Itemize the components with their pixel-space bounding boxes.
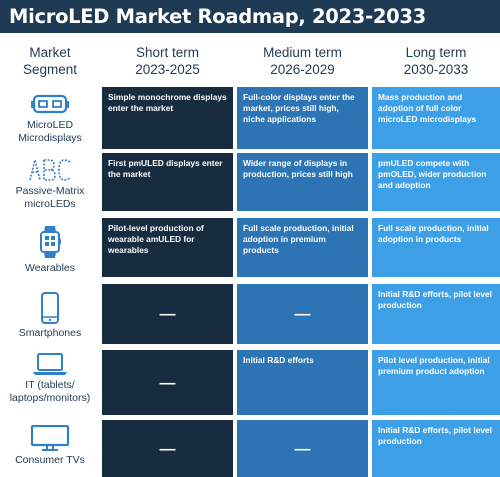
column-header-short-term-line2: 2023-2025 <box>135 62 200 77</box>
cell-consumer-tvs-short-term: — <box>102 420 233 477</box>
row-label-consumer-tvs: Consumer TVs <box>0 425 100 467</box>
column-header-medium-term: Medium term 2026-2029 <box>237 44 368 84</box>
cell-passive-matrix-medium-term: Wider range of displays in production, p… <box>237 153 368 211</box>
tv-icon <box>30 425 70 451</box>
row-label-passive-matrix: Passive-Matrix microLEDs <box>0 158 100 211</box>
smartphone-icon <box>41 292 59 324</box>
page-title: MicroLED Market Roadmap, 2023-2033 <box>0 0 500 33</box>
cell-wearables-short-term: Pilot-level production of wearable amULE… <box>102 218 233 277</box>
cell-smartphones-long-term: Initial R&D efforts, pilot level product… <box>372 284 500 344</box>
cell-microdisplays-long-term: Mass production and adoption of full col… <box>372 87 500 149</box>
cell-smartphones-short-term: — <box>102 284 233 344</box>
row-label-text: Passive-Matrix microLEDs <box>15 185 85 210</box>
cell-microdisplays-short-term: Simple monochrome displays enter the mar… <box>102 87 233 149</box>
cell-microdisplays-medium-term: Full-color displays enter the market, pr… <box>237 87 368 149</box>
cell-consumer-tvs-long-term: Initial R&D efforts, pilot level product… <box>372 420 500 477</box>
column-header-medium-term-line1: Medium term <box>263 45 342 60</box>
column-header-long-term-line1: Long term <box>405 45 467 60</box>
cell-it-medium-term: Initial R&D efforts <box>237 350 368 415</box>
cell-wearables-long-term: Full scale production, initial adoption … <box>372 218 500 277</box>
row-label-text: Smartphones <box>18 327 82 339</box>
column-header-segment-line2: Segment <box>22 62 78 77</box>
smartwatch-icon <box>40 226 61 258</box>
cell-smartphones-medium-term: — <box>237 284 368 344</box>
abc-display-icon <box>29 159 71 181</box>
column-header-segment: Market Segment <box>0 44 100 84</box>
column-header-long-term-line2: 2030-2033 <box>403 62 469 77</box>
row-label-text: Wearables <box>25 262 75 274</box>
cell-it-short-term: — <box>102 350 233 415</box>
column-header-short-term: Short term 2023-2025 <box>102 44 233 84</box>
row-label-text: MicroLED Microdisplays <box>18 119 82 144</box>
column-header-short-term-line1: Short term <box>135 45 200 60</box>
column-header-medium-term-line2: 2026-2029 <box>270 62 335 77</box>
cell-wearables-medium-term: Full scale production, initial adoption … <box>237 218 368 277</box>
row-label-smartphones: Smartphones <box>0 292 100 340</box>
row-label-microled-microdisplays: MicroLED Microdisplays <box>0 94 100 145</box>
laptop-icon <box>33 353 67 375</box>
row-label-wearables: Wearables <box>0 225 100 275</box>
cell-passive-matrix-short-term: First pmULED displays enter the market <box>102 153 233 211</box>
vr-headset-icon <box>31 94 69 114</box>
cell-it-long-term: Pilot level production, initial premium … <box>372 350 500 415</box>
row-label-it: IT (tablets/ laptops/monitors) <box>0 352 100 405</box>
column-header-segment-line1: Market <box>29 45 71 60</box>
row-label-text: IT (tablets/ laptops/monitors) <box>9 379 91 404</box>
column-header-long-term: Long term 2030-2033 <box>372 44 500 84</box>
cell-consumer-tvs-medium-term: — <box>237 420 368 477</box>
row-label-text: Consumer TVs <box>15 454 85 466</box>
cell-passive-matrix-long-term: pmULED compete with pmOLED, wider produc… <box>372 153 500 211</box>
